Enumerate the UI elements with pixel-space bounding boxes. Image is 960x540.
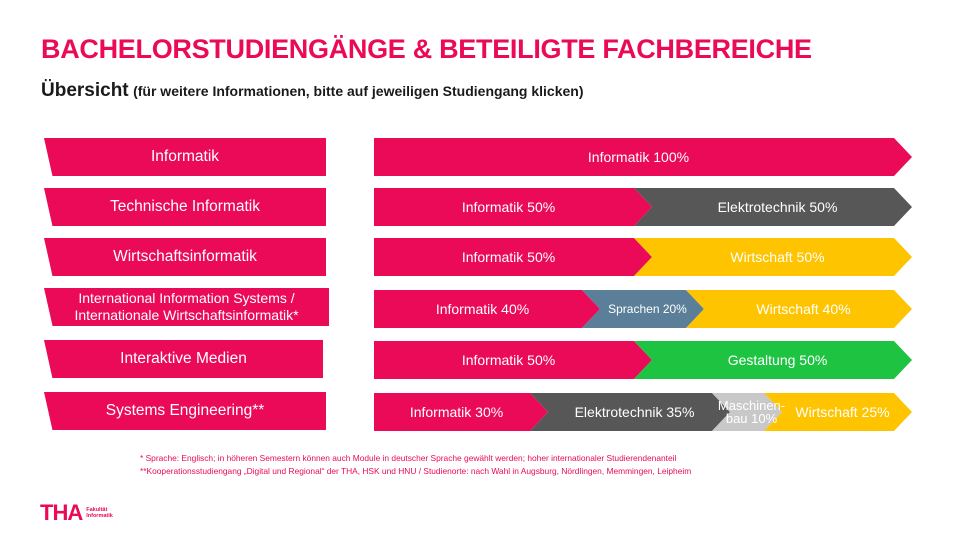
share-bar-systems-engineering: Informatik 30% Elektrotechnik 35% Maschine…	[374, 393, 912, 431]
footnote-cooperation: **Kooperationsstudiengang „Digital und R…	[140, 466, 692, 476]
segment-label-informatik: Informatik 30%	[409, 404, 504, 420]
page-subtitle: Übersicht (für weitere Informationen, bi…	[41, 80, 584, 102]
logo-mark: THA	[40, 500, 83, 525]
segment-label-gestaltung: Gestaltung 50%	[727, 352, 828, 368]
segment-label-elektrotechnik: Elektrotechnik 50%	[717, 199, 838, 215]
segment-label-wirtschaft: Wirtschaft 50%	[730, 249, 825, 265]
program-label: Informatik	[150, 148, 220, 165]
segment-sprachen	[582, 290, 704, 328]
share-bar-technische-informatik: Informatik 50% Elektrotechnik 50%	[374, 188, 912, 226]
program-label: Systems Engineering**	[105, 402, 265, 419]
segment-label-informatik: Informatik 100%	[587, 149, 690, 165]
program-label: Wirtschaftsinformatik	[113, 248, 257, 265]
subtitle-main: Übersicht	[41, 80, 129, 101]
segment-informatik	[374, 138, 912, 176]
segment-wirtschaft	[634, 238, 912, 276]
logo-text: Fakultät Informatik	[86, 507, 113, 520]
share-bar-shapes	[374, 188, 912, 226]
share-bar-shapes	[374, 290, 912, 328]
program-button-wirtschaftsinformatik[interactable]: Wirtschaftsinformatik	[44, 238, 326, 276]
segment-label-elektrotechnik: Elektrotechnik 35%	[574, 404, 695, 420]
segment-wirtschaft	[686, 290, 912, 328]
segment-label-informatik: Informatik 50%	[461, 352, 556, 368]
program-label: Interaktive Medien	[120, 350, 247, 367]
logo-text-line1: Fakultät	[86, 506, 108, 513]
program-button-interaktive-medien[interactable]: Interaktive Medien	[44, 340, 323, 378]
share-bar-interaktive-medien: Informatik 50% Gestaltung 50%	[374, 341, 912, 379]
segment-maschinen-bau	[712, 393, 782, 431]
program-label: International Information Systems / Inte…	[74, 290, 299, 323]
share-bar-informatik: Informatik 100%	[374, 138, 912, 176]
program-button-informatik[interactable]: Informatik	[44, 138, 326, 176]
program-button-technische-informatik[interactable]: Technische Informatik	[44, 188, 326, 226]
segment-wirtschaft	[764, 393, 912, 431]
segment-label-informatik: Informatik 50%	[461, 199, 556, 215]
share-bar-shapes	[374, 238, 912, 276]
segment-label-wirtschaft: Wirtschaft 25%	[795, 404, 890, 420]
segment-informatik	[374, 393, 548, 431]
program-button-systems-engineering[interactable]: Systems Engineering**	[44, 392, 326, 430]
program-label: Technische Informatik	[110, 198, 260, 215]
segment-elektrotechnik	[530, 393, 730, 431]
footnote-language: * Sprache: Englisch; in höheren Semester…	[140, 453, 677, 463]
segment-informatik	[374, 290, 600, 328]
segment-informatik	[374, 238, 652, 276]
share-bar-international-information-systems: Informatik 40% Sprachen 20% Wirtschaft 40%	[374, 290, 912, 328]
segment-label-wirtschaft: Wirtschaft 40%	[756, 301, 851, 317]
page-title: BACHELORSTUDIENGÄNGE & BETEILIGTE FACHBE…	[41, 34, 812, 64]
share-bar-wirtschaftsinformatik: Informatik 50% Wirtschaft 50%	[374, 238, 912, 276]
share-bar-shapes	[374, 341, 912, 379]
program-button-international-information-systems[interactable]: International Information Systems / Inte…	[44, 288, 329, 326]
share-bar-shapes	[374, 393, 912, 431]
segment-label-informatik: Informatik 40%	[435, 301, 530, 317]
footnotes: * Sprache: Englisch; in höheren Semester…	[140, 452, 691, 478]
subtitle-note: (für weitere Informationen, bitte auf je…	[133, 83, 584, 99]
share-bar-shapes	[374, 138, 912, 176]
segment-label-sprachen: Sprachen 20%	[608, 302, 687, 316]
segment-label-maschinen-bau: Maschinen-bau 10%	[717, 398, 786, 426]
segment-label-informatik: Informatik 50%	[461, 249, 556, 265]
segment-gestaltung	[634, 341, 912, 379]
logo-text-line2: Informatik	[86, 513, 113, 519]
segment-informatik	[374, 188, 652, 226]
tha-logo: THA Fakultät Informatik	[40, 500, 113, 526]
segment-informatik	[374, 341, 652, 379]
segment-elektrotechnik	[634, 188, 912, 226]
